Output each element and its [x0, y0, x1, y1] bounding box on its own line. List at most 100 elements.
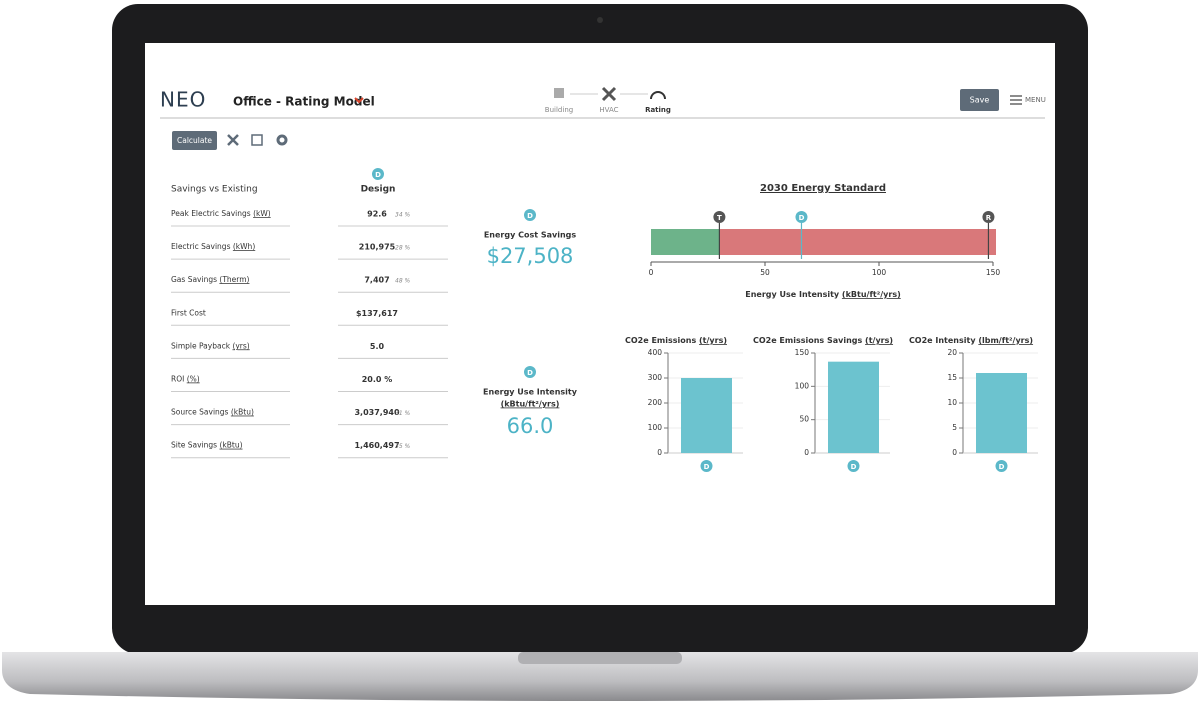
step-label[interactable]: Rating — [645, 106, 671, 114]
row-pct: 31 % — [395, 410, 411, 417]
calculate-label[interactable]: Calculate — [177, 136, 212, 145]
standard-scale: T D R 0 50 100 150 — [649, 211, 1001, 277]
menu-label[interactable]: MENU — [1025, 96, 1046, 104]
row-pct: 48 % — [395, 278, 411, 285]
row-value: $137,617 — [356, 309, 398, 318]
metric-unit[interactable]: (kBtu/ft²/yrs) — [501, 400, 560, 409]
chart-title: CO2e Emissions Savings (t/yrs) — [753, 336, 893, 345]
metric-label: Energy Use Intensity — [483, 388, 578, 397]
step-label[interactable]: HVAC — [599, 106, 618, 114]
hvac-icon[interactable] — [601, 86, 617, 102]
y-tick-label: 15 — [947, 373, 957, 382]
row-unit[interactable]: (kW) — [253, 209, 271, 218]
row-value: 7,407 — [364, 276, 389, 285]
y-tick-label: 50 — [799, 415, 809, 424]
row-value: 210,975 — [359, 243, 396, 252]
chart-title-text: CO2e Intensity — [909, 336, 976, 345]
bar — [828, 361, 879, 453]
row-label: Simple Payback (yrs) — [171, 341, 250, 350]
badge — [524, 366, 536, 378]
laptop-base — [2, 652, 1198, 701]
x-tick-label: D — [704, 463, 710, 471]
row-label: Gas Savings (Therm) — [171, 275, 250, 284]
building-icon[interactable] — [554, 88, 564, 98]
column-title: Design — [361, 185, 396, 195]
notch — [518, 652, 682, 664]
badge — [995, 460, 1008, 472]
row-unit[interactable]: (Therm) — [219, 275, 249, 284]
row-unit[interactable]: (%) — [187, 375, 200, 384]
marker-badge — [795, 211, 808, 223]
standard-title: 2030 Energy Standard — [760, 183, 886, 194]
axis-unit[interactable]: (kBtu/ft²/yrs) — [842, 290, 901, 299]
row-unit[interactable]: (yrs) — [232, 341, 249, 350]
camera — [597, 17, 603, 23]
row-pct: 28 % — [395, 245, 411, 252]
tick-label: 150 — [986, 268, 1001, 277]
axis-label: Energy Use Intensity — [745, 290, 840, 299]
section-title: Savings vs Existing — [171, 185, 258, 195]
marker-badge — [982, 211, 995, 223]
y-tick-label: 400 — [648, 348, 663, 357]
row-label: Electric Savings (kWh) — [171, 242, 255, 251]
bar — [976, 373, 1027, 453]
y-tick-label: 10 — [947, 398, 957, 407]
bar — [681, 378, 732, 453]
tick-label: 100 — [872, 268, 887, 277]
row-unit[interactable]: (kBtu) — [231, 408, 254, 417]
hvac-tool[interactable] — [227, 134, 239, 146]
row-value: 92.6 — [367, 210, 387, 219]
report-tool[interactable] — [251, 134, 263, 146]
row-value: 3,037,940 — [354, 408, 399, 417]
step-label[interactable]: Building — [545, 106, 573, 114]
save-label[interactable]: Save — [970, 96, 990, 105]
row-label-text: Source Savings — [171, 408, 229, 417]
y-tick-label: 300 — [648, 373, 663, 382]
chart-unit[interactable]: (lbm/ft²/yrs) — [978, 336, 1033, 345]
row-label-text: First Cost — [171, 308, 206, 317]
marker-label: R — [986, 214, 992, 222]
tick-label: 0 — [649, 268, 654, 277]
menu-icon[interactable] — [1010, 95, 1022, 105]
settings-tool[interactable] — [276, 134, 288, 146]
y-tick-label: 20 — [947, 348, 957, 357]
row-label: ROI (%) — [171, 375, 200, 384]
chart-title: CO2e Emissions (t/yrs) — [625, 336, 727, 345]
chart-unit[interactable]: (t/yrs) — [865, 336, 893, 345]
row-label-text: Electric Savings — [171, 242, 231, 251]
x-tick-label: D — [999, 463, 1005, 471]
marker-badge — [713, 211, 726, 223]
y-tick-label: 5 — [952, 423, 957, 432]
chart-unit[interactable]: (t/yrs) — [699, 336, 727, 345]
row-value: 1,460,497 — [354, 441, 399, 450]
row-pct: 34 % — [395, 212, 411, 219]
row-unit[interactable]: (kWh) — [233, 242, 255, 251]
y-tick-label: 0 — [952, 448, 957, 457]
badge — [372, 168, 384, 180]
row-unit[interactable]: (kBtu) — [219, 441, 242, 450]
row-label-text: Site Savings — [171, 441, 217, 450]
save-button[interactable] — [960, 89, 999, 111]
y-tick-label: 0 — [657, 448, 662, 457]
rating-icon[interactable] — [650, 91, 666, 100]
row-value: 5.0 — [370, 342, 385, 351]
metric-value: 66.0 — [507, 414, 554, 438]
logo: NEO — [160, 88, 206, 112]
row-value: 20.0 % — [362, 375, 393, 384]
y-tick-label: 0 — [804, 448, 809, 457]
savings-rows: Peak Electric Savings (kW) 92.6 34 % Electr… — [171, 209, 448, 459]
marker-label: D — [799, 214, 805, 222]
row-label: First Cost — [171, 308, 206, 317]
badge-label: D — [527, 212, 533, 220]
badge — [847, 460, 860, 472]
y-tick-label: 100 — [795, 381, 810, 390]
dropdown-icon[interactable] — [354, 97, 364, 104]
chart-title-text: CO2e Emissions Savings — [753, 336, 863, 345]
metric-value: $27,508 — [487, 244, 574, 268]
calculate-button[interactable] — [172, 131, 217, 150]
badge — [524, 209, 536, 221]
model-title[interactable]: Office - Rating Model — [233, 95, 375, 109]
row-label: Source Savings (kBtu) — [171, 408, 254, 417]
above-target-zone — [719, 229, 996, 255]
